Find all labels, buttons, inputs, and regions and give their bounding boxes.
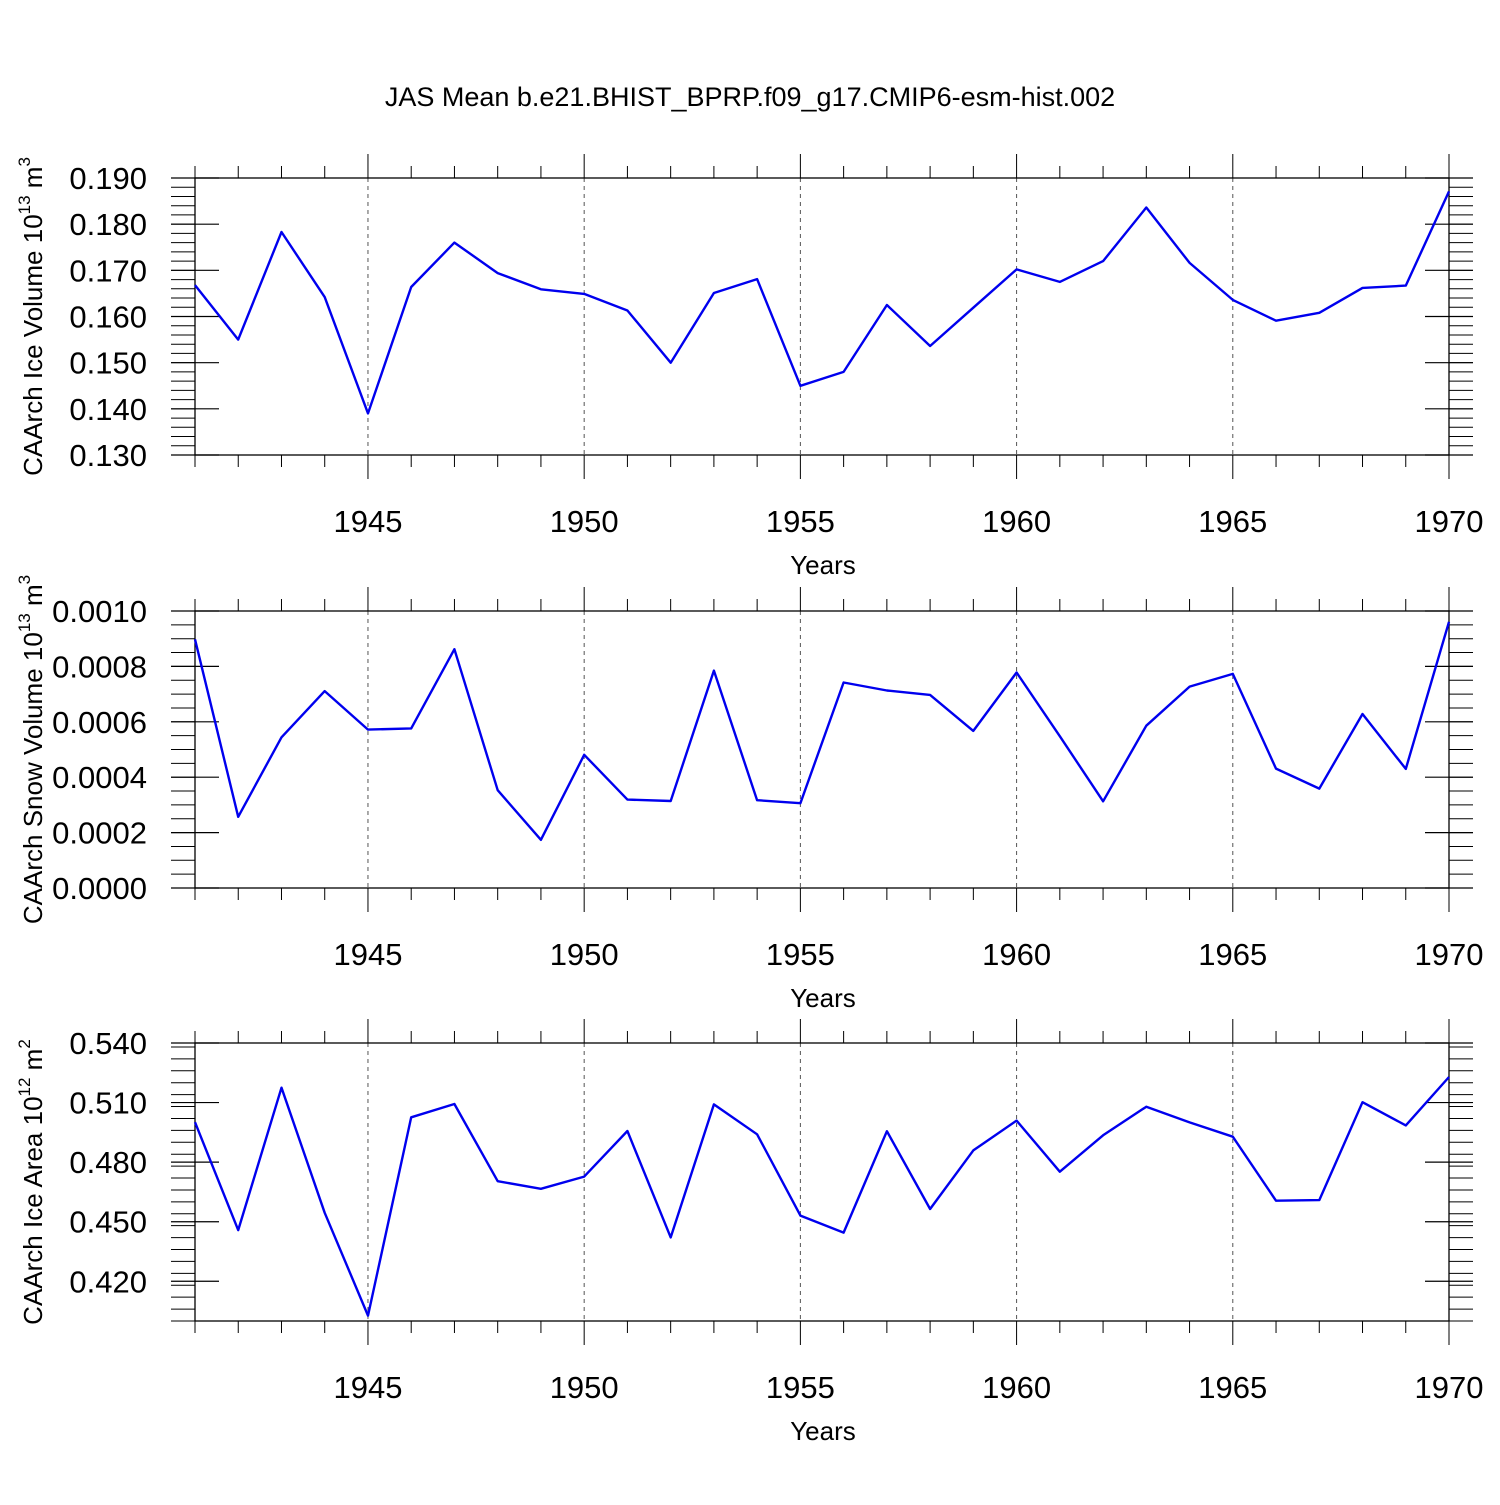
series-line (194, 190, 1451, 415)
x-tick-label: 1955 (766, 504, 835, 539)
x-tick-label: 1965 (1198, 1370, 1267, 1405)
chart-panel-1: 0.130 0.140 0.150 0.160 0.170 0.180 0.190 1945 1… (15, 154, 1483, 580)
chart-title: JAS Mean b.e21.BHIST_BPRP.f09_g17.CMIP6-… (385, 82, 1115, 112)
x-axis-label: Years (790, 550, 856, 580)
y-tick-label: 0.450 (69, 1205, 147, 1240)
plot-frame (194, 610, 1450, 889)
x-tick-label: 1950 (550, 1370, 619, 1405)
y-tick-label: 0.0002 (52, 816, 147, 851)
chart-panel-3: 0.420 0.450 0.480 0.510 0.540 1945 1950 1955 196… (15, 1019, 1483, 1446)
series-line (193, 1076, 1450, 1317)
x-tick-label: 1960 (982, 937, 1051, 972)
y-tick-label: 0.0006 (52, 705, 147, 740)
x-tick-label: 1960 (982, 1370, 1051, 1405)
x-tick-label: 1950 (550, 504, 619, 539)
y-axis-label: CAArch Snow Volume 1013 m3 (15, 575, 48, 924)
chart-panel-2: 0.0000 0.0002 0.0004 0.0006 0.0008 0.0010 1945… (15, 575, 1483, 1013)
x-tick-label: 1945 (333, 504, 402, 539)
y-tick-label: 0.160 (69, 300, 147, 335)
y-tick-label: 0.540 (69, 1026, 147, 1061)
x-axis-label: Years (790, 983, 856, 1013)
x-tick-label: 1955 (766, 1370, 835, 1405)
x-tick-label: 1970 (1415, 1370, 1484, 1405)
y-tick-label: 0.180 (69, 207, 147, 242)
y-tick-label: 0.480 (69, 1145, 147, 1180)
y-tick-label: 0.170 (69, 253, 147, 288)
plot-frame (194, 1042, 1450, 1322)
x-tick-label: 1960 (982, 504, 1051, 539)
y-tick-label: 0.510 (69, 1086, 147, 1121)
x-tick-label: 1970 (1415, 504, 1484, 539)
x-tick-label: 1945 (333, 1370, 402, 1405)
x-tick-label: 1965 (1198, 504, 1267, 539)
y-axis-label: CAArch Ice Volume 1013 m3 (15, 157, 48, 476)
y-tick-label: 0.0004 (52, 760, 147, 795)
series-line (193, 621, 1451, 841)
plot-frame (194, 177, 1450, 456)
y-tick-label: 0.190 (69, 161, 147, 196)
y-tick-label: 0.0008 (52, 649, 147, 684)
y-tick-label: 0.0010 (52, 594, 147, 629)
y-tick-label: 0.140 (69, 392, 147, 427)
x-tick-label: 1965 (1198, 937, 1267, 972)
y-tick-label: 0.0000 (52, 871, 147, 906)
y-tick-label: 0.150 (69, 346, 147, 381)
x-tick-label: 1955 (766, 937, 835, 972)
x-axis-label: Years (790, 1416, 856, 1446)
y-tick-label: 0.420 (69, 1264, 147, 1299)
y-axis-label: CAArch Ice Area 1012 m2 (15, 1039, 48, 1325)
x-tick-label: 1945 (333, 937, 402, 972)
y-tick-label: 0.130 (69, 438, 147, 473)
x-tick-label: 1970 (1415, 937, 1484, 972)
x-tick-label: 1950 (550, 937, 619, 972)
